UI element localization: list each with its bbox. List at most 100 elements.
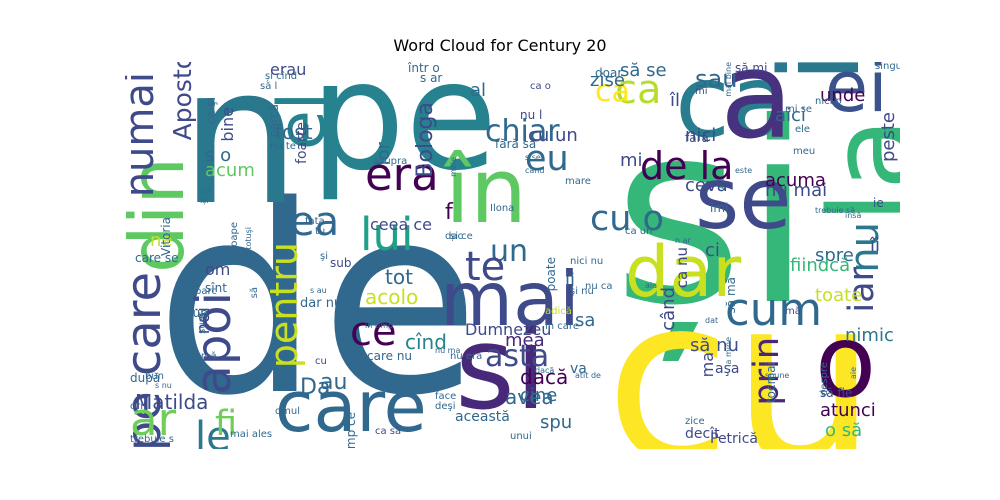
- word-cloud-word: f: [445, 200, 453, 225]
- word-cloud-word: decît: [685, 426, 720, 442]
- word-cloud-word: ar: [130, 393, 177, 446]
- word-cloud-word: cu: [605, 248, 878, 450]
- word-cloud-word: nimic: [845, 325, 894, 346]
- word-cloud-word: dar nu: [300, 296, 343, 311]
- word-cloud-word: este: [735, 166, 753, 175]
- word-cloud-word: nu era: [450, 351, 483, 362]
- word-cloud-word: bun: [145, 371, 165, 382]
- word-cloud-word: nu mă: [185, 351, 217, 362]
- word-cloud-word: pe: [310, 62, 498, 204]
- word-cloud-word: ceea ce: [370, 215, 433, 234]
- word-cloud-word: și: [613, 69, 813, 360]
- word-cloud-word: cum: [725, 283, 823, 336]
- word-cloud-word: fără: [685, 131, 709, 145]
- word-cloud-word: Da: [300, 375, 331, 400]
- word-cloud-word: singur: [875, 62, 900, 72]
- word-cloud-word: și cînd: [265, 71, 298, 82]
- word-cloud-word: bine: [218, 107, 237, 142]
- word-cloud-word: acum: [205, 160, 255, 181]
- word-cloud-word: ca: [675, 62, 792, 160]
- word-cloud-word: au: [320, 370, 348, 395]
- word-cloud-word: le: [195, 414, 231, 449]
- word-cloud-word: aproape: [229, 222, 240, 264]
- word-cloud-word: în: [445, 139, 528, 244]
- word-cloud-word: deşi: [435, 401, 456, 412]
- word-cloud-word: o să: [825, 420, 863, 441]
- word-cloud-word: parcă: [267, 104, 281, 138]
- word-cloud-word: peste: [878, 112, 899, 163]
- word-cloud-word: cine: [520, 385, 558, 406]
- word-cloud-word: Matilda: [135, 390, 209, 414]
- word-cloud-word: asta: [485, 339, 550, 374]
- word-cloud-word: dat: [705, 316, 719, 325]
- word-cloud-word: ca şi: [204, 97, 218, 125]
- word-cloud-word: dup: [185, 306, 208, 320]
- word-cloud-word: trebuie să: [815, 206, 856, 215]
- word-cloud-word: sub: [330, 256, 352, 270]
- word-cloud-word: meu: [793, 146, 816, 157]
- word-cloud-word: nici o: [815, 96, 842, 107]
- word-cloud-word: s se: [525, 153, 541, 162]
- word-cloud-word: ma: [698, 352, 717, 378]
- word-cloud-word: mare: [565, 176, 591, 187]
- word-cloud-word: acolo: [365, 285, 419, 309]
- word-cloud-word: mai bine: [724, 62, 733, 97]
- word-cloud-word: va: [570, 361, 587, 377]
- word-cloud-word: spune: [765, 371, 790, 380]
- word-cloud-word: când: [658, 287, 679, 331]
- word-cloud-word: îmi: [710, 201, 729, 215]
- word-cloud-word: ea: [290, 199, 340, 245]
- word-cloud-word: nici: [685, 125, 717, 146]
- word-cloud-word: a: [720, 62, 794, 166]
- word-cloud-word: să se: [620, 62, 667, 81]
- word-cloud-word: nu te: [270, 141, 296, 152]
- word-cloud-word: nu ca: [585, 281, 613, 292]
- word-cloud-word: parc: [195, 286, 217, 297]
- word-cloud-word: toate: [815, 285, 863, 306]
- word-cloud-word: avea: [505, 385, 554, 409]
- word-cloud-word: zice: [685, 416, 705, 427]
- word-cloud-word: tu: [315, 226, 326, 237]
- word-cloud-word: s o: [205, 145, 232, 166]
- word-cloud-word: fără să: [495, 137, 537, 151]
- word-cloud-word: în care: [545, 321, 579, 332]
- word-cloud-word: era: [365, 148, 439, 201]
- word-cloud-word: ceva: [685, 175, 728, 196]
- word-cloud-word: despre: [819, 362, 830, 397]
- word-cloud-word: s nu: [155, 381, 172, 390]
- word-cloud-word: aie: [849, 367, 858, 380]
- word-cloud-word: s au: [310, 286, 327, 295]
- word-cloud-word: eu: [525, 139, 569, 179]
- word-cloud-word: omul: [275, 406, 300, 417]
- word-cloud-word: face: [435, 391, 457, 402]
- word-cloud-word: cu o: [590, 199, 664, 239]
- word-cloud-word: această: [455, 409, 510, 425]
- word-cloud-word: mi: [695, 86, 708, 97]
- word-cloud-word: lui: [360, 208, 414, 261]
- word-cloud-word: sa: [575, 310, 596, 331]
- word-cloud-word: ei: [825, 62, 888, 128]
- word-cloud-word: trebuie s: [130, 434, 174, 445]
- word-cloud-word: să fie: [820, 386, 853, 400]
- word-cloud-word: că: [595, 74, 630, 109]
- word-cloud-word: dar: [625, 231, 742, 313]
- word-cloud-word: ci: [705, 240, 720, 261]
- word-cloud-word: mă: [785, 306, 801, 317]
- word-cloud-word: și ce: [450, 231, 473, 242]
- word-cloud-word: zise: [590, 70, 625, 91]
- word-cloud-word: om: [205, 260, 231, 279]
- word-cloud-word: de: [155, 151, 480, 449]
- word-cloud-word: mi se: [785, 104, 813, 115]
- word-cloud-word: un: [490, 234, 529, 269]
- word-cloud-word: însă: [845, 211, 862, 220]
- word-cloud-word: o: [815, 303, 877, 420]
- word-cloud-word: Dumnezeu: [465, 320, 552, 339]
- word-cloud-word: sînt: [205, 281, 227, 295]
- word-cloud-word: mea: [505, 330, 545, 351]
- word-cloud-word: acuma: [765, 170, 826, 191]
- word-cloud-word: aici: [775, 105, 806, 126]
- word-cloud-word: spre: [815, 245, 854, 266]
- word-cloud-word: care: [275, 366, 427, 448]
- word-cloud-word: se: [695, 150, 792, 249]
- word-cloud-word: nu mai: [765, 180, 828, 201]
